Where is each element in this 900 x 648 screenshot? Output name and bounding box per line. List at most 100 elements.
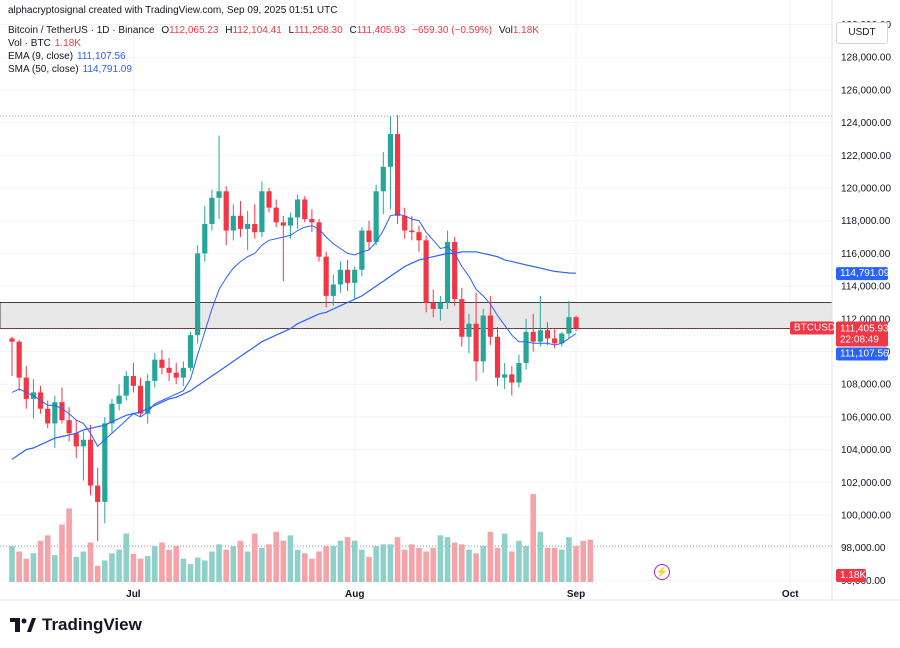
price-axis[interactable]: 130,000.00128,000.00126,000.00124,000.00…: [841, 20, 891, 587]
candle-body: [145, 380, 151, 414]
candle: [480, 308, 486, 373]
candle-body: [523, 331, 529, 363]
candle-body: [516, 362, 522, 383]
sma-price-tag-bg: [836, 267, 888, 281]
sma-indicator-value: 114,791.09: [82, 64, 132, 75]
volume-bar: [494, 547, 501, 582]
candle: [152, 353, 158, 388]
candle: [394, 115, 401, 224]
legend-sma-row[interactable]: SMA (50, close) 114,791.09: [8, 64, 132, 76]
candle-body: [45, 408, 51, 424]
candle: [237, 201, 244, 238]
candle: [187, 331, 194, 372]
candle: [537, 295, 543, 347]
candle-body: [387, 134, 394, 167]
candle-body: [295, 199, 301, 218]
last-price-tag-bg: [836, 321, 888, 347]
high-label: H: [225, 25, 233, 36]
candle-body: [95, 485, 101, 502]
currency-selector[interactable]: USDT: [836, 22, 888, 44]
y-tick-label: 128,000.00: [841, 53, 891, 64]
volume-bar: [237, 540, 244, 582]
y-tick-label: 108,000.00: [841, 380, 891, 391]
volume-bar: [201, 560, 208, 582]
candle: [352, 266, 358, 300]
volume-bar: [516, 540, 522, 582]
volume-bar: [337, 540, 344, 582]
tradingview-logo-text: TradingView: [42, 615, 142, 634]
candle-body: [373, 191, 379, 242]
candle-body: [537, 330, 543, 342]
volume-tag-bg: [836, 569, 866, 582]
candle: [309, 209, 315, 233]
volume-bar: [216, 544, 222, 582]
candle: [223, 186, 229, 246]
candle: [130, 362, 136, 393]
y-tick-label: 102,000.00: [841, 478, 891, 489]
time-axis[interactable]: Jul Aug Sep Oct: [126, 589, 799, 600]
ema-price-tag-bg: [836, 347, 888, 361]
candle-body: [437, 302, 443, 309]
volume-bar: [209, 551, 215, 582]
sma-price-tag-text: 114,791.09: [840, 268, 890, 279]
volume-bar: [102, 560, 108, 582]
candle: [59, 387, 65, 424]
volume-bar: [166, 549, 172, 582]
candle: [209, 189, 215, 231]
candle: [344, 259, 351, 292]
volume-bar: [380, 544, 387, 582]
vol-value: 1.18K: [512, 25, 539, 36]
candle-body: [16, 341, 22, 378]
legend-volume-row[interactable]: Vol · BTC 1.18K: [8, 38, 81, 50]
candle-body: [544, 330, 551, 339]
low-value: 111,258.30: [294, 25, 343, 36]
legend-main-row[interactable]: Bitcoin / TetherUS · 1D · Binance O112,0…: [8, 25, 539, 37]
candle: [145, 374, 151, 424]
volume-bar: [401, 549, 408, 582]
volume-bar: [487, 531, 494, 582]
sma-price-tag: 114,791.09: [836, 267, 890, 281]
candle-body: [59, 402, 65, 421]
tradingview-logo: TradingView: [10, 615, 142, 635]
candle-body: [573, 317, 579, 329]
candle: [516, 354, 522, 388]
volume-bar: [523, 546, 529, 582]
candle: [295, 194, 301, 229]
candle: [402, 207, 408, 239]
volume-bar: [280, 540, 287, 582]
candle-body: [530, 331, 536, 342]
lightning-icon[interactable]: ⚡: [654, 564, 670, 580]
candle-body: [116, 395, 122, 404]
candle: [566, 300, 572, 339]
candle: [302, 196, 308, 223]
volume-bar: [423, 551, 429, 582]
candle: [73, 420, 79, 458]
volume-bar: [16, 551, 22, 582]
volume-tag-text: 1.18K: [840, 570, 866, 581]
candle-body: [366, 230, 372, 242]
volume-bar: [366, 556, 372, 582]
candle: [87, 425, 94, 496]
candle: [80, 431, 86, 481]
volume-bar: [459, 544, 465, 582]
close-label: C: [349, 25, 357, 36]
volume-bar: [551, 547, 558, 582]
candle-body: [559, 333, 565, 344]
volume-bar: [137, 558, 144, 582]
candle-body: [216, 191, 222, 198]
volume-tag: 1.18K: [836, 569, 866, 582]
candle-body: [137, 385, 144, 414]
candle: [102, 416, 108, 524]
candle-body: [337, 269, 344, 285]
volume-bars: [9, 494, 594, 582]
candle: [195, 245, 201, 344]
sma-indicator-label: SMA (50, close): [8, 64, 79, 75]
x-tick-label: Sep: [567, 589, 585, 600]
high-value: 112,104.41: [232, 25, 282, 36]
candle-body: [102, 423, 108, 502]
candle: [123, 371, 129, 401]
candle-body: [123, 376, 129, 396]
candle-body: [409, 230, 415, 233]
legend-ema-row[interactable]: EMA (9, close) 111,107.56: [8, 51, 126, 63]
